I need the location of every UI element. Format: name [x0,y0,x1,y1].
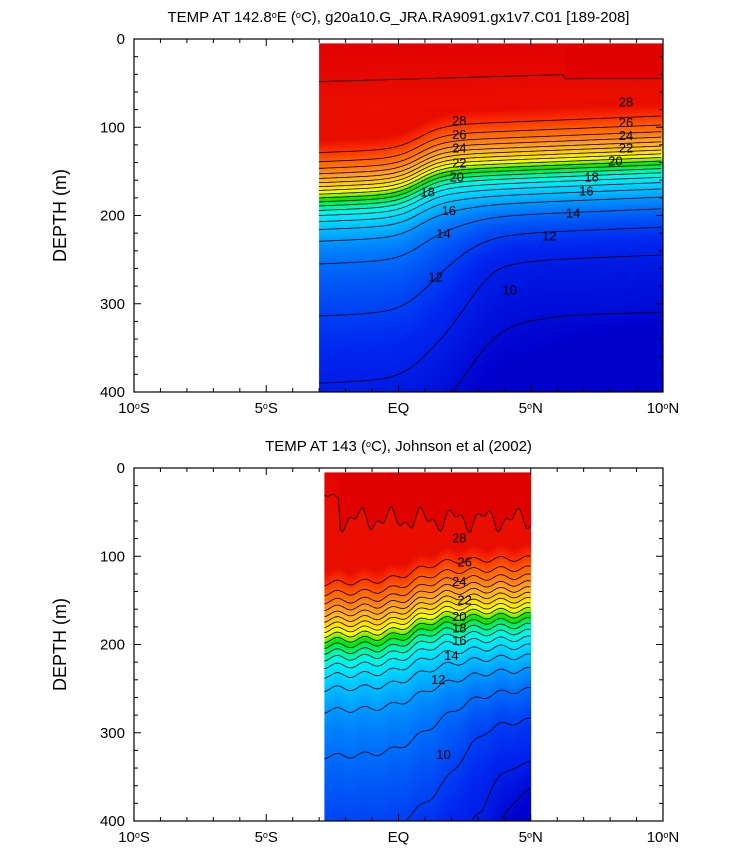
x-tick-label: 5oN [519,829,543,846]
y-axis-label: DEPTH (m) [50,598,70,691]
x-tick-label: EQ [388,400,410,417]
contour-label: 12 [431,672,445,687]
x-tick-label: 10oS [118,829,150,846]
contour-label: 10 [502,283,516,298]
y-tick-label: 100 [100,119,125,136]
contour-label: 20 [608,154,622,169]
chart-title: TEMP AT 143 (oC), Johnson et al (2002) [265,438,532,455]
contour-label: 20 [449,170,463,185]
chart-title: TEMP AT 142.8oE (oC), g20a10.G_JRA.RA909… [168,9,630,26]
contour-label: 22 [457,592,471,607]
contour-label: 28 [452,113,466,128]
y-tick-label: 300 [100,725,125,742]
contour-label: 10 [436,747,450,762]
contour-label: 28 [452,531,466,546]
contour-label: 12 [542,229,556,244]
x-tick-label: 5oN [519,400,543,417]
contour-label: 14 [436,226,450,241]
x-tick-label: 5oS [255,829,278,846]
x-tick-label: 10oS [118,400,150,417]
y-tick-label: 0 [117,31,125,48]
y-tick-label: 400 [100,813,125,830]
contour-label: 14 [566,206,580,221]
contour-label: 16 [452,633,466,648]
contour-label: 24 [452,140,466,155]
y-tick-label: 100 [100,548,125,565]
contour-label: 26 [457,554,471,569]
top-panel: TEMP AT 142.8oE (oC), g20a10.G_JRA.RA909… [50,9,679,417]
x-tick-label: EQ [388,829,410,846]
contour-label: 18 [584,170,598,185]
y-tick-label: 200 [100,637,125,654]
contour-label: 24 [452,574,466,589]
y-axis-label: DEPTH (m) [50,169,70,262]
y-tick-label: 0 [117,460,125,477]
x-tick-label: 10oN [647,400,680,417]
bottom-panel: TEMP AT 143 (oC), Johnson et al (2002) 28… [50,438,679,846]
x-tick-label: 10oN [647,829,680,846]
temperature-field [324,472,531,821]
contour-label: 16 [579,184,593,199]
contour-label: 18 [420,185,434,200]
contour-label: 14 [444,648,458,663]
contour-label: 16 [442,203,456,218]
contour-label: 12 [428,269,442,284]
contour-label: 28 [619,95,633,110]
y-tick-label: 200 [100,208,125,225]
contour-label: 22 [452,155,466,170]
y-tick-label: 300 [100,296,125,313]
y-tick-label: 400 [100,384,125,401]
x-tick-label: 5oS [255,400,278,417]
